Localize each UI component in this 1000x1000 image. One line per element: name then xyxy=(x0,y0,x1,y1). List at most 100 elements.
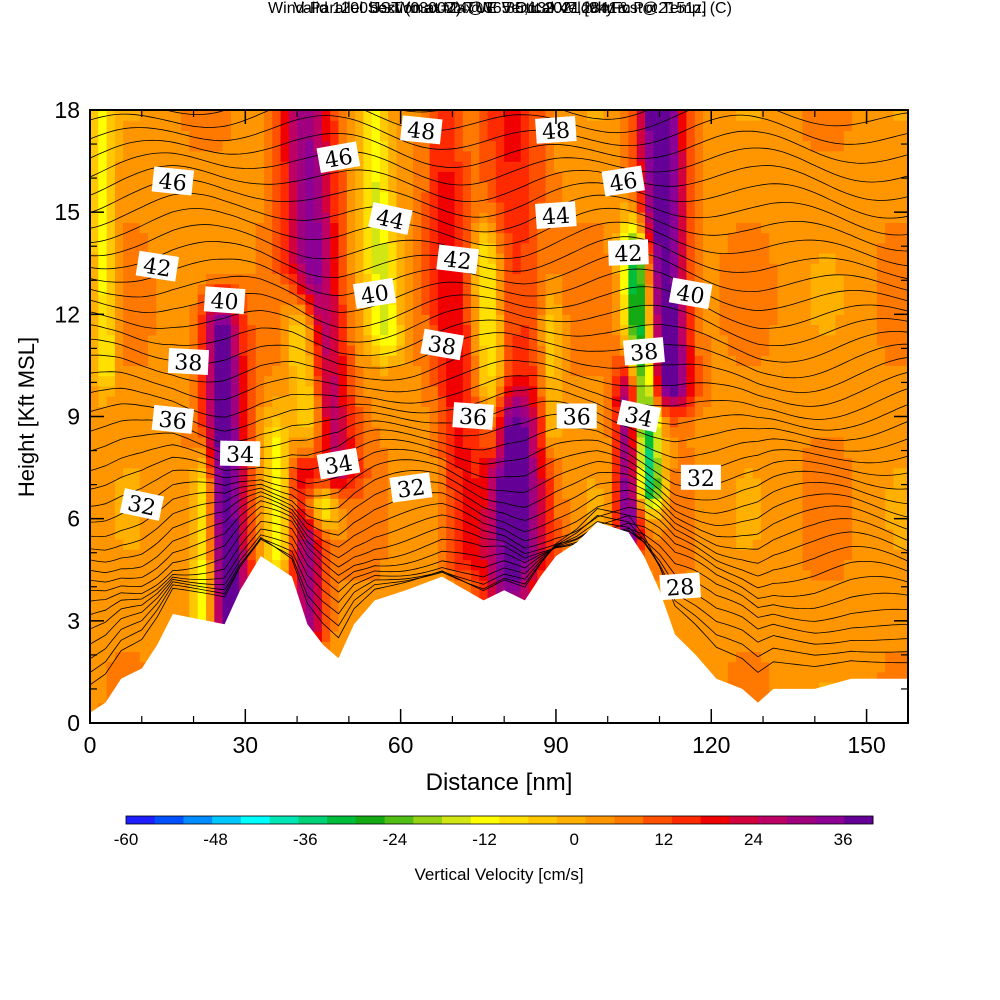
w-cell xyxy=(669,232,679,244)
w-cell xyxy=(429,324,439,336)
w-cell xyxy=(520,488,530,499)
w-cell xyxy=(852,283,861,295)
w-cell xyxy=(479,263,489,274)
w-cell xyxy=(727,293,737,305)
w-cell xyxy=(545,232,555,244)
w-cell xyxy=(835,518,845,530)
w-cell xyxy=(106,355,116,366)
w-cell xyxy=(123,232,132,244)
w-cell xyxy=(495,518,505,530)
w-cell xyxy=(611,447,621,458)
w-cell xyxy=(744,385,754,397)
w-cell xyxy=(214,610,224,622)
w-cell xyxy=(462,212,472,223)
w-cell xyxy=(761,416,770,428)
w-cell xyxy=(885,426,895,438)
w-cell xyxy=(876,355,886,366)
w-cell xyxy=(255,467,265,479)
w-cell xyxy=(736,447,745,458)
w-cell xyxy=(529,569,538,581)
w-cell xyxy=(843,232,853,244)
w-cell xyxy=(421,498,431,509)
w-cell xyxy=(885,314,895,326)
w-cell xyxy=(752,661,762,673)
w-cell xyxy=(181,488,190,499)
w-cell xyxy=(471,580,480,591)
w-cell xyxy=(454,518,464,530)
w-cell xyxy=(852,641,861,653)
w-cell xyxy=(852,508,861,520)
w-cell xyxy=(686,620,696,632)
w-cell xyxy=(189,324,199,336)
w-cell xyxy=(727,263,737,274)
w-cell xyxy=(686,631,696,642)
w-cell xyxy=(239,559,248,571)
w-cell xyxy=(810,682,820,693)
w-cell xyxy=(90,304,99,315)
w-cell xyxy=(802,406,812,418)
w-cell xyxy=(611,375,621,387)
w-cell xyxy=(901,345,908,356)
w-cell xyxy=(487,528,497,540)
w-cell xyxy=(876,232,886,244)
w-cell xyxy=(106,201,116,213)
w-cell xyxy=(338,283,348,295)
w-cell xyxy=(603,242,613,254)
w-cell xyxy=(504,324,514,336)
w-cell xyxy=(553,222,563,234)
w-cell xyxy=(562,304,572,315)
w-cell xyxy=(172,334,182,346)
w-cell xyxy=(437,201,447,213)
w-cell xyxy=(703,273,712,285)
w-cell xyxy=(752,631,762,642)
w-cell xyxy=(346,580,356,591)
w-cell xyxy=(611,263,621,274)
w-cell xyxy=(885,253,895,264)
w-cell xyxy=(148,436,157,448)
w-cell xyxy=(810,508,820,520)
w-cell xyxy=(885,457,895,469)
w-cell xyxy=(363,426,373,438)
w-cell xyxy=(835,457,845,469)
w-cell xyxy=(719,426,729,438)
w-cell xyxy=(827,426,837,438)
w-cell xyxy=(197,610,207,622)
w-cell xyxy=(628,467,638,479)
w-cell xyxy=(338,222,348,234)
w-cell xyxy=(421,365,431,377)
w-cell xyxy=(835,631,845,642)
w-cell xyxy=(794,508,803,520)
w-cell xyxy=(860,661,870,673)
w-cell xyxy=(512,590,522,601)
w-cell xyxy=(595,293,605,305)
w-cell xyxy=(148,345,157,356)
w-cell xyxy=(495,263,505,274)
w-cell xyxy=(876,324,886,336)
w-cell xyxy=(421,528,431,540)
w-cell xyxy=(371,559,381,571)
w-cell xyxy=(255,488,265,499)
w-cell xyxy=(827,304,837,315)
w-cell xyxy=(719,620,729,632)
w-cell xyxy=(479,355,489,366)
w-cell xyxy=(645,467,654,479)
w-cell xyxy=(454,559,464,571)
w-cell xyxy=(570,426,580,438)
w-cell xyxy=(371,447,381,458)
w-cell xyxy=(520,457,530,469)
w-cell xyxy=(321,263,331,274)
w-cell xyxy=(819,661,828,673)
w-cell xyxy=(587,314,596,326)
w-cell xyxy=(562,314,572,326)
w-cell xyxy=(379,488,389,499)
w-cell xyxy=(454,273,464,285)
w-cell xyxy=(239,375,248,387)
w-cell xyxy=(893,528,903,540)
w-cell xyxy=(214,212,224,223)
w-cell xyxy=(885,334,895,346)
w-cell xyxy=(297,600,306,612)
w-cell xyxy=(330,631,340,642)
w-cell xyxy=(545,488,555,499)
w-cell xyxy=(346,222,356,234)
w-cell xyxy=(197,559,207,571)
